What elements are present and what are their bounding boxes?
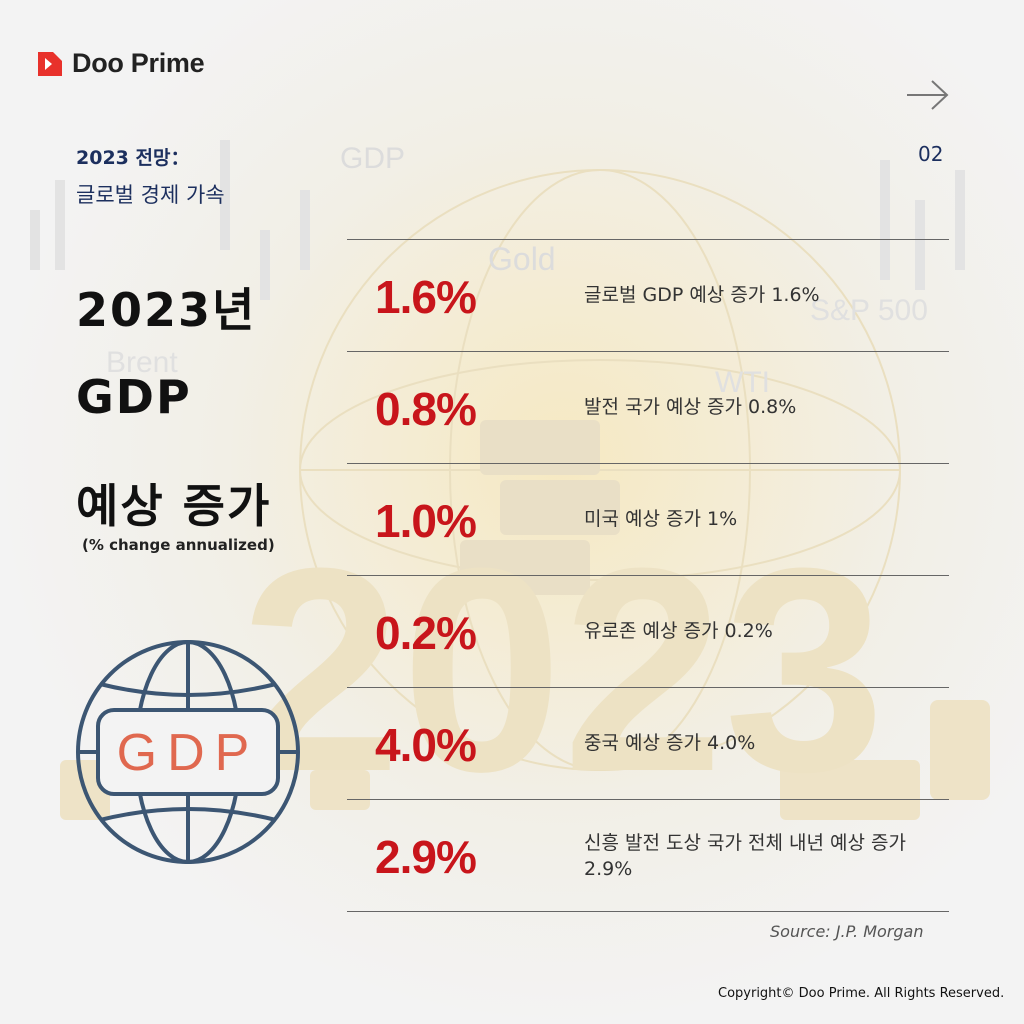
forecast-label: 발전 국가 예상 증가 0.8% [584,396,797,418]
forecast-value: 0.8% [375,383,477,435]
forecast-row: 0.8% 발전 국가 예상 증가 0.8% [347,351,949,463]
globe-badge-text: GDP [117,724,260,782]
copyright-notice: Copyright© Doo Prime. All Rights Reserve… [718,986,1005,1001]
svg-text:S&P 500: S&P 500 [810,294,928,327]
forecast-label: 유로존 예상 증가 0.2% [584,620,773,642]
globe-icon: GDP [76,640,300,864]
forecast-row: 2.9% 신흥 발전 도상 국가 전체 내년 예상 증가 2.9% [347,799,949,912]
forecast-value: 1.0% [375,495,477,547]
headline-gdp: GDP [76,370,192,424]
forecast-value: 1.6% [375,271,477,323]
forecast-value: 4.0% [375,719,477,771]
svg-text:WTI: WTI [715,366,770,399]
section-subtitle: 글로벌 경제 가속 [76,183,225,207]
forecast-row: 1.0% 미국 예상 증가 1% [347,463,949,575]
headline-forecast: 예상 증가 [76,479,272,533]
svg-text:2023: 2023 [240,508,885,832]
forecast-label: 중국 예상 증가 4.0% [584,732,756,754]
brand-name: Doo Prime [72,48,205,78]
forecast-row: 4.0% 중국 예상 증가 4.0% [347,687,949,799]
right-arrow-icon[interactable] [905,78,951,112]
svg-text:Brent: Brent [106,346,178,379]
forecast-table: 1.6% 글로벌 GDP 예상 증가 1.6% 0.8% 발전 국가 예상 증가… [347,239,949,912]
doo-prime-logo-icon [38,51,62,76]
brand-logo[interactable]: Doo Prime [36,48,205,79]
forecast-row: 1.6% 글로벌 GDP 예상 증가 1.6% [347,239,949,351]
forecast-label: 미국 예상 증가 1% [584,508,738,530]
headline-year: 2023년 [76,283,257,337]
section-title: 2023 전망： [76,147,190,169]
forecast-value: 2.9% [375,831,477,883]
forecast-row: 0.2% 유로존 예상 증가 0.2% [347,575,949,687]
forecast-label: 글로벌 GDP 예상 증가 1.6% [584,284,820,306]
forecast-label: 신흥 발전 도상 국가 전체 내년 예상 증가 2.9% [584,832,906,880]
source-citation: Source: J.P. Morgan [770,922,924,941]
svg-text:Gold: Gold [488,241,556,277]
headline-note: (% change annualized) [82,536,275,554]
forecast-value: 0.2% [375,607,477,659]
svg-text:GDP: GDP [340,142,405,175]
page-number: 02 [918,142,944,166]
